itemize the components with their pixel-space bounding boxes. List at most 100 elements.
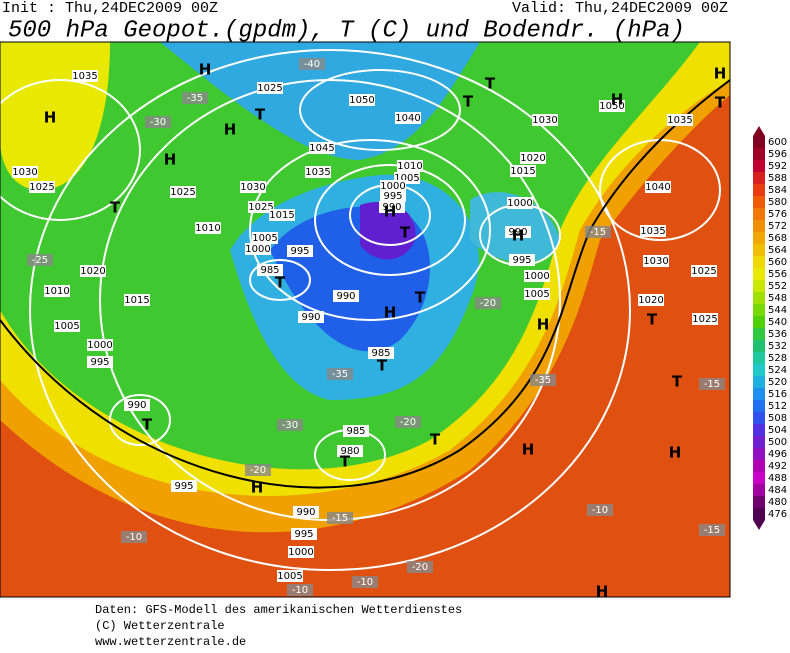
temp-label: -20 <box>412 562 428 573</box>
scale-label: 564 <box>768 245 787 256</box>
pressure-label: 1025 <box>257 83 282 94</box>
pressure-label-box <box>638 294 664 306</box>
pressure-label: 1030 <box>532 115 557 126</box>
temp-label: -35 <box>535 375 551 386</box>
pressure-label-box <box>349 94 375 106</box>
pressure-label-box <box>379 201 405 213</box>
pressure-center: H <box>224 121 237 139</box>
pressure-center: H <box>512 227 525 245</box>
temp-label: -20 <box>480 298 496 309</box>
pressure-label-box <box>397 160 423 172</box>
pressure-label: 1000 <box>245 244 270 255</box>
pressure-label: 1035 <box>72 71 97 82</box>
temp-label: -40 <box>304 59 320 70</box>
scale-arrow-bottom <box>753 520 765 530</box>
pressure-label: 990 <box>382 202 401 213</box>
map-frame <box>0 41 731 598</box>
temp-label-box <box>245 464 271 476</box>
pressure-label-box <box>524 270 550 282</box>
pressure-label: 1030 <box>240 182 265 193</box>
pressure-label: 1000 <box>380 181 405 192</box>
pressure-label-box <box>54 320 80 332</box>
pressure-label: 1005 <box>54 321 79 332</box>
pressure-label: 1020 <box>638 295 663 306</box>
scale-label: 512 <box>768 401 787 412</box>
pressure-label-box <box>524 288 550 300</box>
pressure-center: H <box>384 203 397 221</box>
temp-label: -15 <box>332 513 348 524</box>
temp-label: -10 <box>592 505 608 516</box>
pressure-label: 1000 <box>288 547 313 558</box>
pressure-label: 1040 <box>645 182 670 193</box>
pressure-label-box <box>293 506 319 518</box>
pressure-label: 1025 <box>29 182 54 193</box>
pressure-label: 1050 <box>599 101 624 112</box>
pressure-label: 990 <box>336 291 355 302</box>
temp-label-box <box>182 92 208 104</box>
scale-label: 476 <box>768 509 787 520</box>
init-time: Init : Thu,24DEC2009 00Z <box>2 0 218 17</box>
pressure-label: 995 <box>294 529 313 540</box>
footer-source: Daten: GFS-Modell des amerikanischen Wet… <box>95 603 462 617</box>
pressure-label: 990 <box>296 507 315 518</box>
footer-copyright: (C) Wetterzentrale <box>95 619 225 633</box>
pressure-center: H <box>714 65 727 83</box>
pressure-label: 1015 <box>269 210 294 221</box>
scale-swatch <box>753 172 765 184</box>
scale-swatch <box>753 448 765 460</box>
scale-label: 572 <box>768 221 787 232</box>
scale-swatch <box>753 220 765 232</box>
pressure-label-box <box>667 114 693 126</box>
pressure-center: T <box>485 75 496 93</box>
scale-swatch <box>753 352 765 364</box>
pressure-label: 1010 <box>397 161 422 172</box>
pressure-label-box <box>87 356 113 368</box>
pressure-label: 995 <box>174 481 193 492</box>
temp-label: -10 <box>357 577 373 588</box>
temp-label-box <box>475 297 501 309</box>
pressure-label: 1025 <box>248 202 273 213</box>
pressure-label: 1005 <box>524 289 549 300</box>
pressure-center: T <box>275 274 286 292</box>
pressure-label-box <box>124 399 150 411</box>
pressure-label-box <box>505 226 531 238</box>
pressure-label-box <box>692 313 718 325</box>
scale-swatch <box>753 244 765 256</box>
pressure-label: 1020 <box>80 266 105 277</box>
pressure-label: 1035 <box>640 226 665 237</box>
scale-swatch <box>753 268 765 280</box>
pressure-label-box <box>395 112 421 124</box>
temp-label: -10 <box>126 532 142 543</box>
pressure-label-box <box>12 166 38 178</box>
pressure-label: 995 <box>290 246 309 257</box>
scale-swatch <box>753 292 765 304</box>
pressure-label-box <box>640 225 666 237</box>
pressure-label-box <box>29 181 55 193</box>
temp-label-box <box>407 561 433 573</box>
pressure-center: T <box>672 373 683 391</box>
pressure-label-box <box>368 347 394 359</box>
pressure-label: 1015 <box>124 295 149 306</box>
pressure-center: T <box>110 199 121 217</box>
pressure-label-box <box>380 190 406 202</box>
temp-label: -15 <box>704 379 720 390</box>
temp-label-box <box>287 584 313 596</box>
footer-url: www.wetterzentrale.de <box>95 635 246 648</box>
scale-label: 480 <box>768 497 787 508</box>
temp-label: -30 <box>150 117 166 128</box>
pressure-center: T <box>715 94 726 112</box>
temp-label-box <box>327 512 353 524</box>
temp-label-box <box>699 524 725 536</box>
pressure-center: H <box>251 479 264 497</box>
scale-label: 556 <box>768 269 787 280</box>
scale-swatch <box>753 280 765 292</box>
pressure-label-box <box>298 311 324 323</box>
core-center <box>360 201 416 260</box>
scale-swatch <box>753 196 765 208</box>
scale-label: 548 <box>768 293 787 304</box>
pressure-label: 1000 <box>507 198 532 209</box>
pressure-center: T <box>142 416 153 434</box>
pressure-label-box <box>645 181 671 193</box>
scale-arrow-top <box>753 126 765 136</box>
scale-label: 524 <box>768 365 787 376</box>
